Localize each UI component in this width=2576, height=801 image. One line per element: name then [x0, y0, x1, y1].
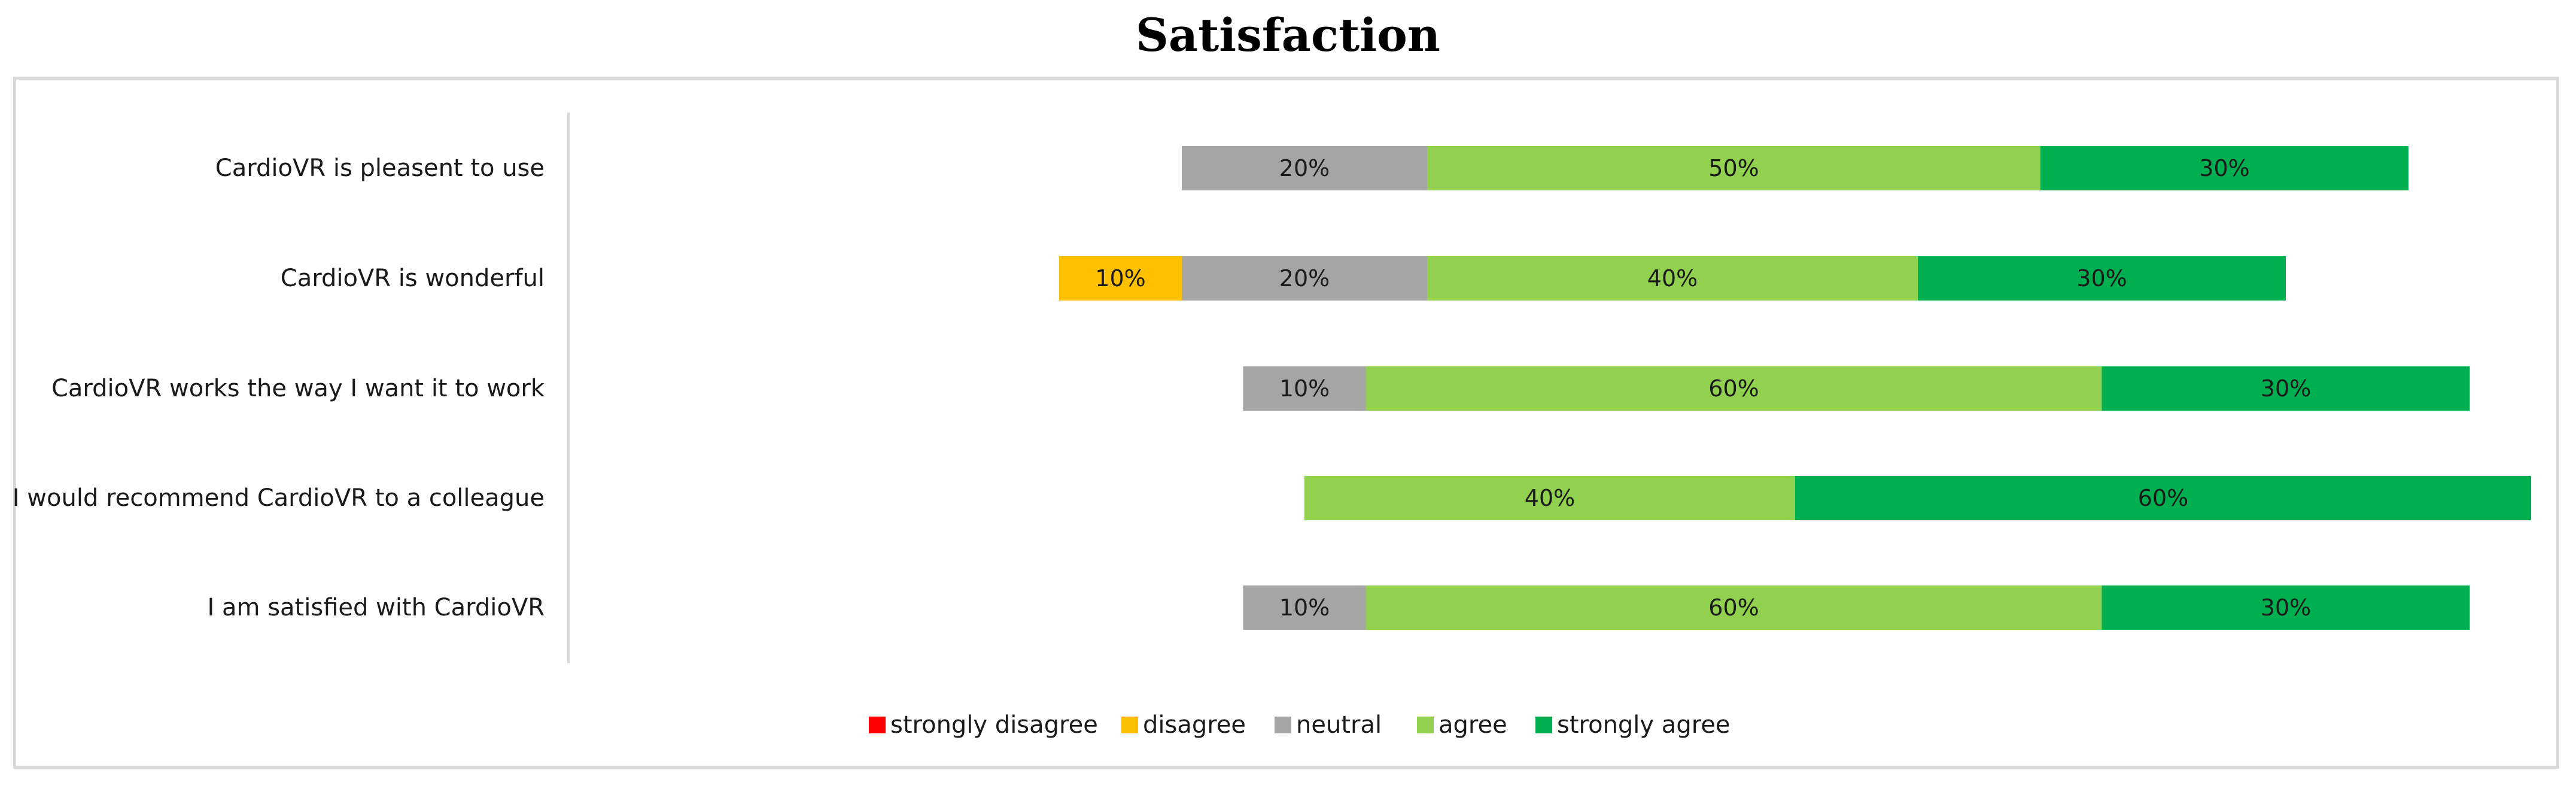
- bar-strongly-agree-row-4: [1795, 476, 2531, 520]
- category-labels: CardioVR is pleasent to use CardioVR is w…: [13, 154, 545, 621]
- bar-agree-row-4: [1304, 476, 1795, 520]
- legend-label-strongly-disagree: strongly disagree: [890, 711, 1098, 739]
- legend: strongly disagree disagree neutral agree str…: [869, 711, 1730, 739]
- chart-frame: [13, 77, 2559, 769]
- bars: 20% 50% 30% 10% 20% 40% 30% 10% 60% 30% 40% 60% 10% 6…: [1059, 146, 2531, 630]
- category-label-4: I would recommend CardioVR to a colleagu…: [13, 484, 545, 512]
- data-label-agree-row-2: 40%: [1647, 265, 1698, 292]
- bar-neutral-row-2: [1182, 256, 1427, 301]
- bar-strongly-agree-row-2: [1918, 256, 2286, 301]
- bar-strongly-agree-row-5: [2101, 585, 2470, 630]
- data-label-agree-row-3: 60%: [1708, 375, 1759, 402]
- category-label-3: CardioVR works the way I want it to work: [51, 375, 545, 402]
- category-label-1: CardioVR is pleasent to use: [215, 154, 545, 182]
- data-label-neutral-row-1: 20%: [1279, 155, 1330, 181]
- legend-label-agree: agree: [1438, 711, 1507, 739]
- data-label-agree-row-4: 40%: [1525, 485, 1575, 511]
- category-label-5: I am satisfied with CardioVR: [208, 594, 545, 621]
- legend-swatch-disagree: [1121, 717, 1138, 733]
- legend-label-strongly-agree: strongly agree: [1557, 711, 1730, 739]
- bar-agree-row-2: [1427, 256, 1918, 301]
- data-label-neutral-row-2: 20%: [1279, 265, 1330, 292]
- data-label-agree-row-5: 60%: [1708, 594, 1759, 621]
- bar-agree-row-5: [1365, 585, 2102, 630]
- legend-swatch-strongly-disagree: [869, 717, 886, 733]
- data-label-neutral-row-3: 10%: [1279, 375, 1330, 402]
- legend-label-neutral: neutral: [1296, 711, 1382, 739]
- legend-label-disagree: disagree: [1143, 711, 1246, 739]
- legend-swatch-neutral: [1275, 717, 1291, 733]
- bar-strongly-agree-row-1: [2040, 146, 2408, 190]
- data-label-agree-row-1: 50%: [1708, 155, 1759, 181]
- bar-disagree-row-2: [1059, 256, 1182, 301]
- data-label-strongly-agree-row-1: 30%: [2199, 155, 2249, 181]
- category-label-2: CardioVR is wonderful: [281, 265, 545, 292]
- legend-swatch-agree: [1417, 717, 1434, 733]
- bar-neutral-row-3: [1243, 366, 1366, 411]
- data-label-strongly-agree-row-2: 30%: [2076, 265, 2127, 292]
- data-label-strongly-agree-row-5: 30%: [2261, 594, 2311, 621]
- data-label-neutral-row-5: 10%: [1279, 594, 1330, 621]
- data-label-strongly-agree-row-3: 30%: [2261, 375, 2311, 402]
- data-label-disagree-row-2: 10%: [1095, 265, 1145, 292]
- data-label-strongly-agree-row-4: 60%: [2138, 485, 2188, 511]
- bar-strongly-agree-row-3: [2101, 366, 2470, 411]
- chart-title: Satisfaction: [1135, 8, 1441, 62]
- legend-swatch-strongly-agree: [1535, 717, 1552, 733]
- bar-neutral-row-1: [1182, 146, 1427, 190]
- bar-neutral-row-5: [1243, 585, 1366, 630]
- bar-agree-row-1: [1427, 146, 2040, 190]
- bar-agree-row-3: [1365, 366, 2102, 411]
